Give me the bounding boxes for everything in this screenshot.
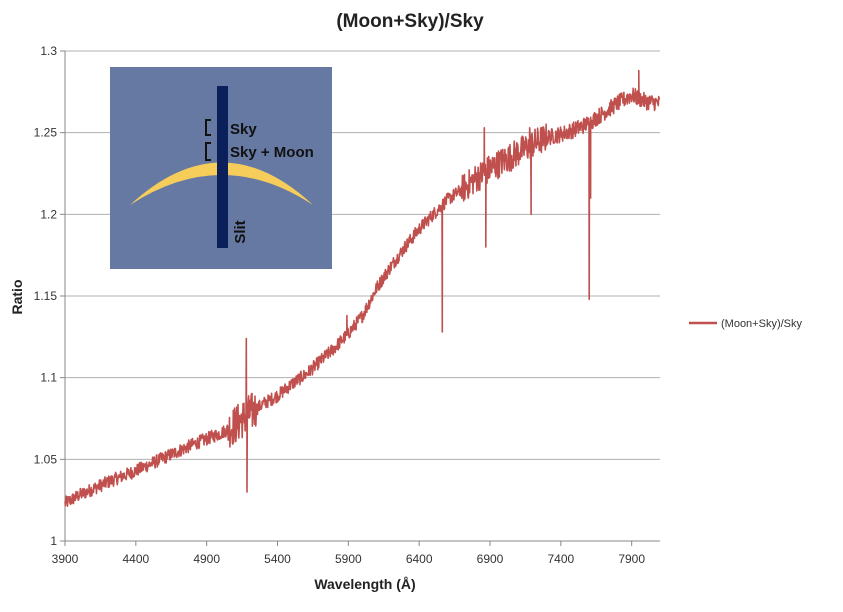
inset-diagram: Sky Sky + Moon Slit (110, 67, 332, 269)
legend: (Moon+Sky)/Sky (689, 318, 802, 330)
y-tick-label: 1.3 (40, 44, 57, 58)
inset-label-slit: Slit (232, 220, 249, 243)
plot-area (64, 69, 661, 507)
y-tick-label: 1.1 (40, 371, 57, 385)
inset-label-sky-moon: Sky + Moon (230, 144, 314, 161)
x-axis: 3900 4400 4900 5400 5900 6400 6900 7400 7900 (52, 540, 660, 566)
series-line-moon-sky-ratio (64, 69, 661, 507)
y-tick-label: 1.15 (34, 289, 58, 303)
x-tick-label: 5900 (335, 552, 362, 566)
x-tick-label: 6400 (406, 552, 433, 566)
y-tick-label: 1.2 (40, 207, 57, 221)
x-tick-label: 5400 (264, 552, 291, 566)
y-tick-label: 1.05 (34, 452, 58, 466)
sky-moon-bracket (205, 142, 211, 161)
y-tick-label: 1 (50, 534, 57, 548)
x-axis-label: Wavelength (Å) (314, 576, 415, 592)
x-tick-label: 4900 (193, 552, 220, 566)
y-axis: 1 1.05 1.1 1.15 1.2 1.25 1.3 (34, 44, 66, 548)
slit-bar (217, 86, 228, 248)
y-tick-label: 1.25 (34, 126, 58, 140)
x-tick-label: 4400 (122, 552, 149, 566)
chart-title: (Moon+Sky)/Sky (336, 11, 484, 32)
x-tick-label: 7900 (618, 552, 645, 566)
x-tick-label: 7400 (547, 552, 574, 566)
x-tick-label: 6900 (477, 552, 504, 566)
x-tick-label: 3900 (52, 552, 79, 566)
legend-label: (Moon+Sky)/Sky (721, 318, 802, 330)
inset-label-sky: Sky (230, 121, 257, 138)
sky-bracket (205, 119, 211, 136)
y-axis-label: Ratio (9, 280, 25, 315)
moon-crescent-icon (130, 162, 313, 205)
